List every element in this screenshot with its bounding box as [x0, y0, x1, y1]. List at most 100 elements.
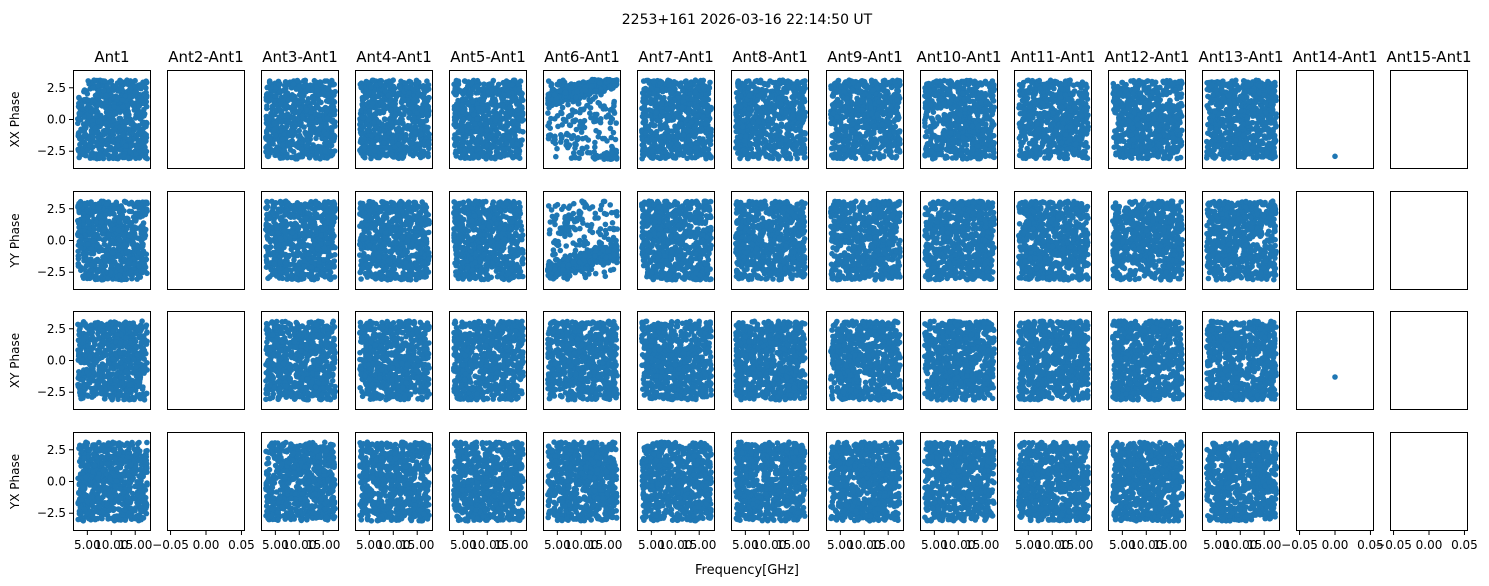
data-point	[124, 498, 131, 505]
data-point	[91, 238, 97, 244]
data-point	[111, 104, 118, 110]
data-point	[134, 125, 140, 131]
data-point	[290, 261, 296, 268]
data-point	[332, 88, 338, 95]
data-point	[316, 126, 322, 133]
data-point	[281, 87, 288, 93]
data-point	[329, 377, 336, 384]
data-point	[263, 257, 270, 263]
data-point	[96, 503, 103, 510]
data-point	[316, 396, 323, 402]
data-point	[325, 90, 332, 97]
data-point	[121, 215, 128, 222]
points-ant1-xx-phase	[75, 77, 150, 162]
data-point	[275, 378, 282, 385]
data-point	[108, 269, 114, 276]
data-point	[129, 241, 136, 248]
data-point	[121, 153, 128, 160]
row-label-xy-phase: XY Phase	[8, 333, 22, 388]
data-point	[308, 153, 314, 159]
data-point	[283, 369, 289, 376]
data-point	[84, 392, 91, 399]
data-point	[107, 476, 113, 483]
data-point	[286, 119, 292, 126]
data-point	[140, 243, 146, 249]
data-point	[117, 272, 123, 279]
data-point	[315, 243, 321, 250]
data-point	[292, 220, 299, 227]
data-point	[329, 239, 335, 245]
data-point	[106, 232, 112, 238]
data-point	[91, 484, 97, 491]
data-point	[264, 339, 270, 345]
points-ant3-ant1-xy-phase	[263, 318, 339, 403]
data-point	[142, 136, 149, 142]
data-point	[122, 339, 129, 346]
data-point	[309, 370, 316, 377]
data-point	[117, 350, 124, 356]
data-point	[125, 109, 131, 116]
data-point	[93, 219, 100, 226]
data-point	[127, 116, 134, 122]
data-point	[322, 136, 329, 143]
data-point	[127, 387, 134, 393]
data-point	[85, 102, 92, 108]
data-point	[143, 448, 149, 454]
data-point	[115, 264, 121, 271]
data-point	[308, 379, 315, 386]
data-point	[128, 269, 135, 275]
y-tick-label: 0.0	[47, 475, 66, 489]
y-tick-label: 2.5	[47, 443, 66, 457]
data-point	[271, 219, 277, 225]
data-point	[76, 369, 82, 375]
points-ant3-ant1-xx-phase	[263, 77, 338, 162]
data-point	[104, 461, 111, 467]
data-point	[84, 91, 91, 97]
data-point	[318, 332, 325, 338]
data-point	[106, 507, 113, 514]
data-point	[319, 270, 326, 277]
data-point	[308, 108, 314, 115]
data-point	[111, 206, 118, 212]
data-point	[330, 243, 337, 249]
data-point	[122, 396, 128, 403]
data-point	[134, 212, 141, 218]
data-point	[122, 458, 129, 465]
data-point	[122, 118, 128, 124]
data-point	[95, 509, 102, 516]
data-point	[131, 356, 137, 363]
data-point	[288, 267, 294, 274]
data-point	[293, 380, 299, 387]
row-label-yx-phase: YX Phase	[8, 454, 22, 510]
data-point	[290, 242, 296, 248]
data-point	[283, 198, 289, 204]
data-point	[141, 338, 147, 344]
data-point	[294, 212, 300, 219]
data-point	[309, 145, 316, 151]
data-point	[117, 359, 124, 366]
data-point	[101, 447, 108, 454]
data-point	[330, 360, 337, 367]
panel-ant2-ant1-yy-phase	[167, 191, 245, 290]
data-point	[92, 360, 99, 366]
panel-frame	[261, 70, 339, 169]
data-point	[128, 220, 135, 226]
data-point	[135, 235, 141, 241]
data-point	[288, 393, 295, 400]
data-point	[283, 102, 290, 109]
data-point	[77, 228, 83, 234]
data-point	[135, 137, 142, 144]
data-point	[287, 375, 293, 382]
data-point	[291, 99, 298, 105]
data-point	[299, 271, 305, 277]
data-point	[298, 393, 304, 400]
data-point	[83, 334, 90, 340]
data-point	[332, 383, 338, 390]
data-point	[283, 383, 290, 390]
data-point	[277, 199, 284, 206]
data-point	[276, 265, 283, 272]
data-point	[127, 325, 133, 331]
data-point	[98, 390, 104, 396]
data-point	[98, 386, 104, 392]
